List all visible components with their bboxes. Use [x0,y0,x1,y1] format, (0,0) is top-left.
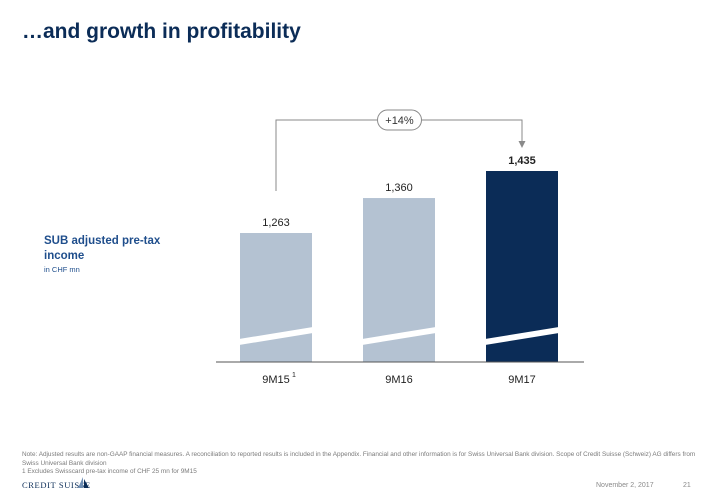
growth-arrowhead [518,141,526,148]
growth-bracket-line [275,119,523,191]
date: November 2, 2017 [596,482,654,489]
category-superscript-9M15: 1 [292,372,296,379]
credit-suisse-logo: CREDIT SUISSE [22,480,91,490]
axis-break-9M16 [362,327,436,345]
category-label-9M17: 9M17 [508,374,536,386]
value-label-9M16: 1,360 [385,182,413,194]
unit-label: in CHF mn [44,265,80,274]
series-label: SUB adjusted pre-tax income in CHF mn [44,234,174,274]
category-label-9M15: 9M15 [262,374,290,386]
page-number: 21 [683,482,691,489]
category-label-9M16: 9M16 [385,374,413,386]
sails-logo-icon [78,477,89,488]
axis-break-9M15 [239,327,313,345]
growth-badge [377,109,422,131]
growth-label: +14% [385,115,414,127]
axis-break-9M17 [485,327,559,345]
footnote-1: 1 Excludes Swisscard pre-tax income of C… [22,468,197,476]
page-title: …and growth in profitability [22,20,301,43]
series-label-main: SUB adjusted pre-tax income [44,235,161,262]
footnotes: Note: Adjusted results are non-GAAP fina… [22,451,712,477]
value-label-9M15: 1,263 [262,217,290,229]
value-label-9M17: 1,435 [508,155,536,167]
footnote-note: Note: Adjusted results are non-GAAP fina… [22,451,696,467]
